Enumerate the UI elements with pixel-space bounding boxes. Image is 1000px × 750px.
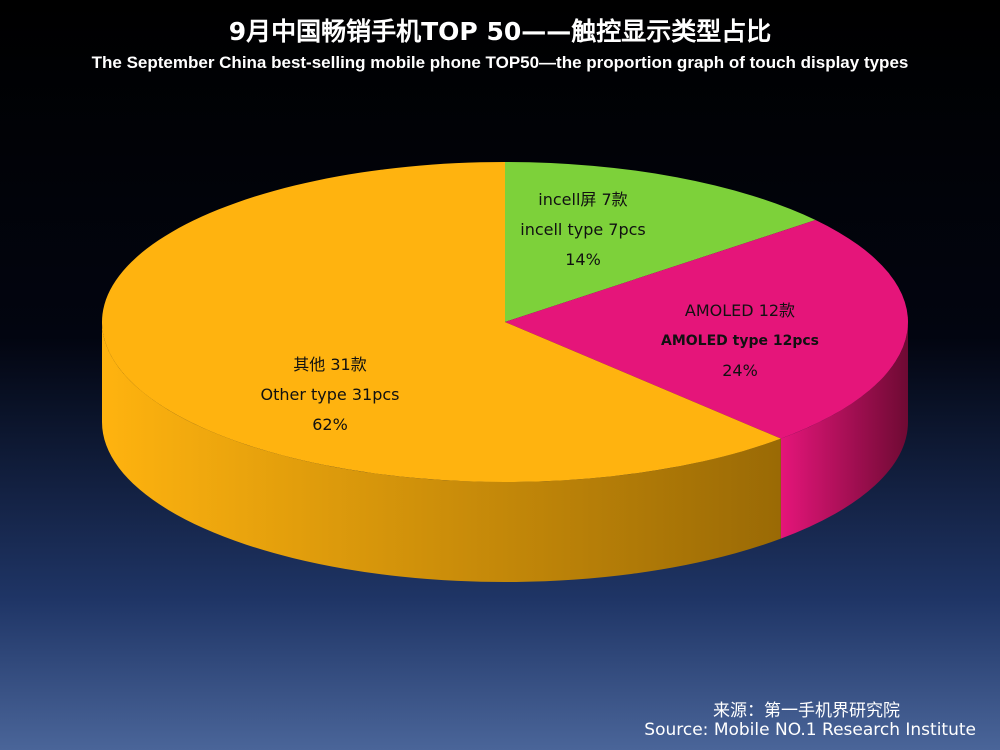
slice-label-incell-en: incell type 7pcs <box>520 220 646 239</box>
slice-label-amoled-cn: AMOLED 12款 <box>684 301 796 320</box>
chart-subtitle: The September China best-selling mobile … <box>91 53 909 72</box>
slice-label-incell-cn: incell屏 7款 <box>538 190 628 209</box>
slice-label-amoled-pct: 24% <box>722 361 758 380</box>
pie-slice-other <box>101 162 781 483</box>
slice-label-other-en: Other type 31pcs <box>260 385 400 404</box>
pie-side-amoled <box>780 322 908 539</box>
source-chinese: 来源：第一手机界研究院 <box>713 701 900 721</box>
chart-title: 9月中国畅销手机TOP 50——触控显示类型占比 <box>228 17 772 46</box>
pie-slice-incell <box>505 162 816 322</box>
slice-label-other: 其他 31款 Other type 31pcs 62% <box>225 350 435 440</box>
slice-label-amoled-en: AMOLED type 12pcs <box>661 333 819 349</box>
pie-slice-amoled <box>505 220 908 439</box>
slice-label-incell-pct: 14% <box>565 250 601 269</box>
pie-side-other <box>101 322 781 583</box>
slice-label-other-cn: 其他 31款 <box>293 355 367 374</box>
slice-label-incell: incell屏 7款 incell type 7pcs 14% <box>498 185 668 275</box>
slice-label-amoled: AMOLED 12款 AMOLED type 12pcs 24% <box>640 296 840 386</box>
source-english: Source: Mobile NO.1 Research Institute <box>644 720 976 740</box>
slice-label-other-pct: 62% <box>312 415 348 434</box>
